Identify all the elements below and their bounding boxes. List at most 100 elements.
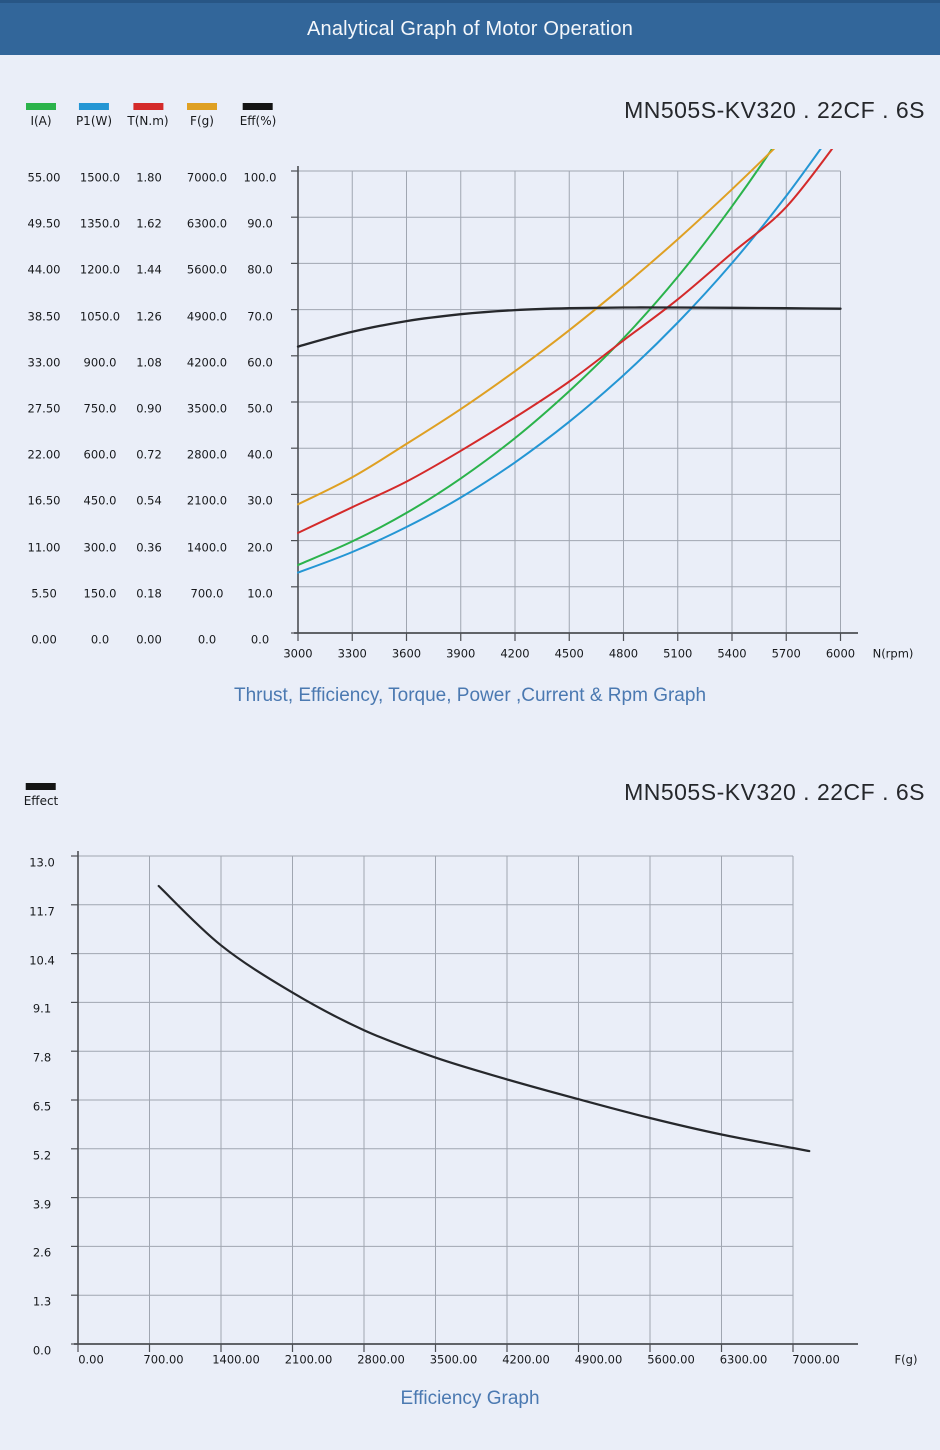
x-tick-label: 3500.00: [429, 1352, 478, 1367]
x-tick-label: 5100: [663, 646, 693, 661]
y-tick-label: 13.0: [29, 855, 55, 870]
y-tick-label: 700.0: [190, 586, 224, 601]
curve-Eff(%): [296, 306, 842, 348]
y-tick-label: 0.0: [250, 632, 270, 647]
y-tick-label: 0.00: [31, 632, 57, 647]
curve-T(N.m): [297, 149, 834, 534]
legend-label: T(N.m): [127, 114, 169, 128]
x-axis-unit-label: F(g): [894, 1352, 918, 1367]
legend-item-F(g): F(g): [187, 103, 217, 127]
y-tick-label: 1.80: [136, 170, 162, 185]
y-tick-label: 6300.0: [186, 216, 228, 231]
x-tick-label: 2100.00: [284, 1352, 333, 1367]
y-tick-label: 1050.0: [79, 308, 121, 323]
y-tick-label: 50.0: [247, 401, 273, 416]
y-tick-label: 10.0: [247, 586, 273, 601]
chart1-caption: Thrust, Efficiency, Torque, Power ,Curre…: [233, 685, 707, 706]
y-tick-label: 33.00: [27, 355, 61, 370]
y-tick-label: 1500.0: [79, 170, 121, 185]
legend-item-P1(W): P1(W): [76, 103, 112, 127]
y-tick-label: 150.0: [83, 586, 117, 601]
x-axis-unit-label: N(rpm): [872, 646, 914, 661]
x-tick-label: 5700: [771, 646, 801, 661]
y-tick-label: 3.9: [32, 1196, 52, 1211]
legend-swatch: [25, 783, 56, 790]
y-tick-label: 1.44: [136, 262, 162, 277]
y-tick-label: 60.0: [247, 355, 273, 370]
y-tick-label: 5.2: [32, 1148, 52, 1163]
y-tick-label: 55.00: [27, 170, 61, 185]
x-tick-label: 3300: [337, 646, 367, 661]
legend-item-Eff(%): Eff(%): [239, 103, 277, 128]
x-tick-label: 5400: [717, 646, 747, 661]
y-tick-label: 5.50: [31, 586, 57, 601]
y-tick-label: 27.50: [27, 401, 61, 416]
y-tick-label: 40.0: [247, 447, 273, 462]
y-tick-label: 900.0: [83, 355, 117, 370]
y-tick-label: 3500.0: [186, 401, 228, 416]
chart2-title: MN505S-KV320 . 22CF . 6S: [624, 779, 925, 805]
x-tick-label: 4500: [554, 646, 584, 661]
y-tick-label: 7.8: [32, 1050, 52, 1065]
x-tick-label: 4900.00: [574, 1352, 623, 1367]
legend-swatch: [133, 103, 163, 110]
y-tick-label: 2.6: [32, 1245, 52, 1260]
y-tick-label: 44.00: [27, 262, 61, 277]
legend-label: I(A): [30, 114, 52, 128]
y-tick-label: 6.5: [32, 1099, 52, 1114]
y-tick-label: 1.26: [136, 308, 162, 323]
y-tick-label: 1400.0: [186, 539, 228, 554]
y-tick-label: 16.50: [27, 493, 61, 508]
chart1-title: MN505S-KV320 . 22CF . 6S: [624, 97, 925, 123]
y-tick-label: 80.0: [247, 262, 273, 277]
x-tick-label: 1400.00: [212, 1352, 260, 1367]
y-tick-label: 90.0: [247, 216, 273, 231]
y-tick-label: 450.0: [83, 493, 117, 508]
y-tick-label: 0.18: [136, 586, 162, 601]
x-tick-label: 4200: [500, 646, 530, 661]
y-tick-label: 1.3: [32, 1294, 52, 1309]
y-tick-label: 100.0: [243, 170, 277, 185]
x-tick-label: 2800.00: [357, 1352, 405, 1367]
header-bar: Analytical Graph of Motor Operation: [0, 0, 940, 55]
y-tick-label: 11.00: [27, 539, 61, 554]
x-tick-label: 0.00: [78, 1352, 104, 1367]
x-tick-label: 3600: [391, 646, 422, 661]
y-tick-label: 0.0: [90, 632, 110, 647]
y-tick-label: 0.00: [136, 632, 162, 647]
y-tick-label: 0.0: [32, 1343, 52, 1358]
legend-label: Eff(%): [239, 114, 277, 128]
y-tick-label: 2100.0: [186, 493, 228, 508]
y-tick-label: 70.0: [247, 308, 273, 323]
y-tick-label: 49.50: [27, 216, 61, 231]
x-tick-label: 5600.00: [647, 1352, 695, 1367]
legend-item-I(A): I(A): [26, 103, 56, 127]
y-tick-label: 11.7: [29, 904, 55, 919]
x-tick-label: 6300.00: [719, 1352, 768, 1367]
legend-label: F(g): [190, 114, 214, 128]
legend-item-T(N.m): T(N.m): [127, 103, 169, 128]
x-tick-label: 3900: [446, 646, 476, 661]
curve-I(A): [297, 149, 774, 566]
y-tick-label: 30.0: [247, 493, 273, 508]
page-title: Analytical Graph of Motor Operation: [306, 17, 634, 40]
y-tick-label: 10.4: [29, 952, 55, 967]
x-tick-label: 7000.00: [792, 1352, 840, 1367]
curve-Effect: [157, 884, 811, 1153]
y-tick-label: 20.0: [247, 539, 273, 554]
curve-F(g): [297, 149, 776, 506]
y-tick-label: 38.50: [27, 308, 61, 323]
y-tick-label: 0.72: [136, 447, 162, 462]
y-tick-label: 0.90: [136, 401, 162, 416]
x-tick-label: 4200.00: [502, 1352, 550, 1367]
y-tick-label: 0.36: [136, 539, 162, 554]
y-tick-label: 300.0: [83, 539, 117, 554]
y-tick-label: 0.0: [197, 632, 217, 647]
legend-swatch: [187, 103, 217, 110]
y-tick-label: 0.54: [136, 493, 162, 508]
x-tick-label: 6000: [825, 646, 856, 661]
chart2-caption: Efficiency Graph: [400, 1388, 540, 1409]
x-tick-label: 3000: [283, 646, 313, 661]
y-tick-label: 4200.0: [186, 355, 228, 370]
